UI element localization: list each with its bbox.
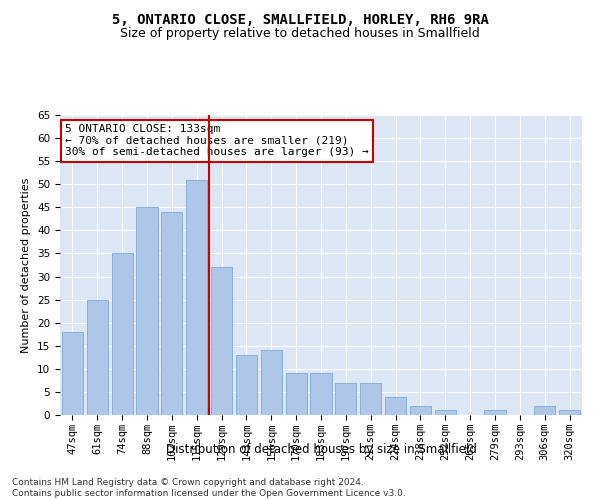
Bar <box>112 254 133 415</box>
Bar <box>410 406 431 415</box>
Bar <box>136 208 158 415</box>
Bar <box>310 374 332 415</box>
Bar <box>559 410 580 415</box>
Text: Size of property relative to detached houses in Smallfield: Size of property relative to detached ho… <box>120 28 480 40</box>
Text: 5 ONTARIO CLOSE: 133sqm
← 70% of detached houses are smaller (219)
30% of semi-d: 5 ONTARIO CLOSE: 133sqm ← 70% of detache… <box>65 124 369 157</box>
Bar <box>161 212 182 415</box>
Bar <box>360 382 381 415</box>
Bar <box>261 350 282 415</box>
Bar <box>87 300 108 415</box>
Text: Contains HM Land Registry data © Crown copyright and database right 2024.
Contai: Contains HM Land Registry data © Crown c… <box>12 478 406 498</box>
Bar <box>435 410 456 415</box>
Y-axis label: Number of detached properties: Number of detached properties <box>22 178 31 352</box>
Text: 5, ONTARIO CLOSE, SMALLFIELD, HORLEY, RH6 9RA: 5, ONTARIO CLOSE, SMALLFIELD, HORLEY, RH… <box>112 12 488 26</box>
Bar <box>484 410 506 415</box>
Bar <box>62 332 83 415</box>
Bar <box>385 396 406 415</box>
Text: Distribution of detached houses by size in Smallfield: Distribution of detached houses by size … <box>166 442 476 456</box>
Bar <box>211 268 232 415</box>
Bar <box>335 382 356 415</box>
Bar <box>186 180 207 415</box>
Bar <box>236 355 257 415</box>
Bar <box>534 406 555 415</box>
Bar <box>286 374 307 415</box>
